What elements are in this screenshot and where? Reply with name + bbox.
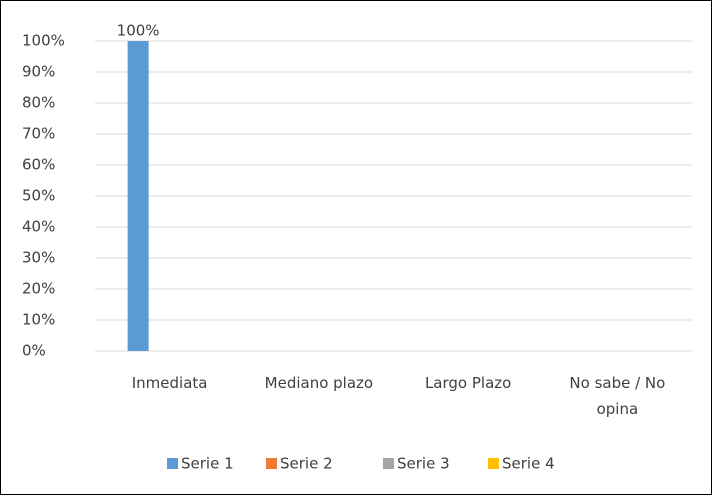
legend-swatch <box>488 458 499 469</box>
y-tick-label: 80% <box>22 94 55 112</box>
bar <box>127 41 149 351</box>
legend-label: Serie 4 <box>502 455 555 473</box>
x-tick-label: Mediano plazo <box>264 374 374 392</box>
y-tick-label: 60% <box>22 156 55 174</box>
y-tick-label: 70% <box>22 125 55 143</box>
legend-label: Serie 1 <box>181 455 234 473</box>
y-tick-label: 50% <box>22 187 55 205</box>
legend-swatch <box>383 458 394 469</box>
y-tick-label: 40% <box>22 218 55 236</box>
legend-swatch <box>266 458 277 469</box>
y-tick-label: 30% <box>22 249 55 267</box>
y-tick-label: 90% <box>22 63 55 81</box>
x-tick-label: Inmediata <box>131 374 208 392</box>
y-tick-label: 20% <box>22 280 55 298</box>
legend-label: Serie 3 <box>397 455 450 473</box>
x-tick-label: Largo Plazo <box>424 374 512 392</box>
data-label: 100% <box>117 22 160 40</box>
legend-swatch <box>167 458 178 469</box>
legend-label: Serie 2 <box>280 455 333 473</box>
y-tick-label: 10% <box>22 311 55 329</box>
x-tick-label: No sabe / No opina <box>569 374 666 418</box>
y-tick-label: 100% <box>22 32 65 50</box>
y-tick-label: 0% <box>22 342 46 360</box>
